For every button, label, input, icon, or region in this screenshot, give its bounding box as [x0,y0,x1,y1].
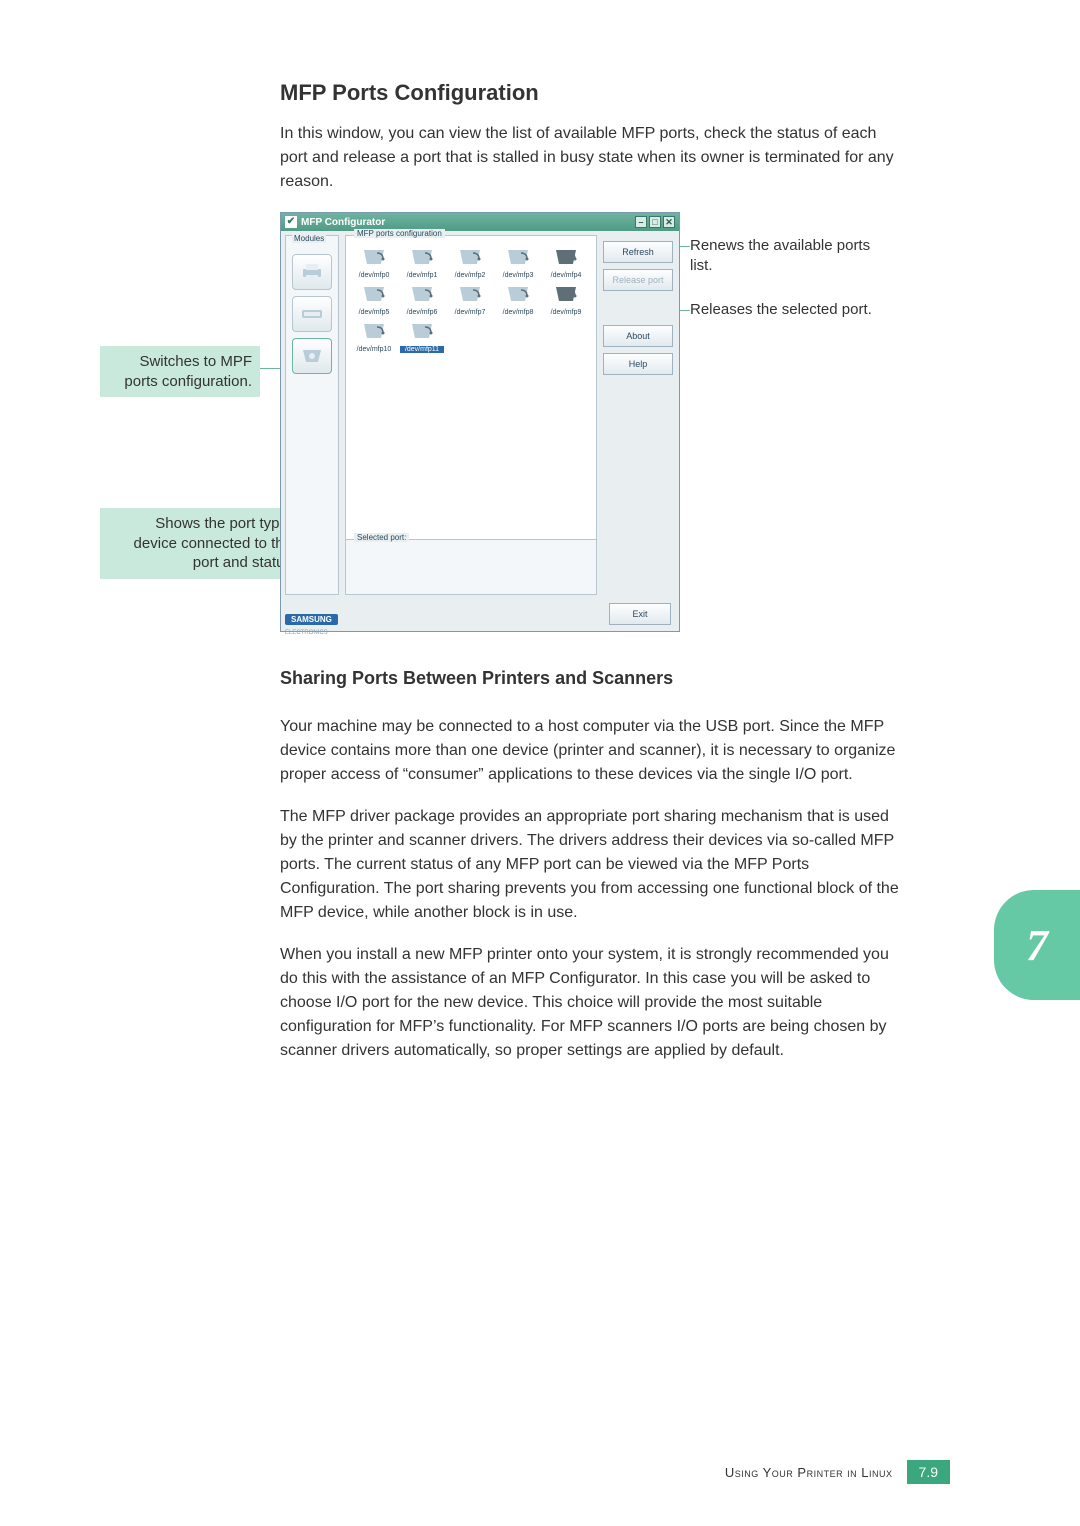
port-item[interactable]: /dev/mfp11 [400,320,444,353]
help-button[interactable]: Help [603,353,673,375]
port-icon [407,283,437,307]
figure-zone: Switches to MPF ports configuration. Sho… [100,212,880,642]
port-label: /dev/mfp1 [400,272,444,279]
port-icon [407,320,437,344]
port-item[interactable]: /dev/mfp1 [400,246,444,279]
paragraph-2: The MFP driver package provides an appro… [280,805,900,925]
paragraph-1: Your machine may be connected to a host … [280,715,900,787]
port-label: /dev/mfp0 [352,272,396,279]
footer-text: Using Your Printer in Linux [725,1465,893,1480]
port-icon [503,283,533,307]
port-label: /dev/mfp3 [496,272,540,279]
port-item[interactable]: /dev/mfp4 [544,246,588,279]
refresh-button[interactable]: Refresh [603,241,673,263]
intro-paragraph: In this window, you can view the list of… [280,122,900,194]
port-label: /dev/mfp6 [400,309,444,316]
modules-label: Modules [292,234,326,243]
chapter-tab: 7 [994,890,1080,1000]
mfp-configurator-window: ✔ MFP Configurator – □ ✕ Modules [280,212,680,632]
callout-release: Releases the selected port. [690,300,890,320]
port-icon [359,246,389,270]
module-ports-icon[interactable] [292,338,332,374]
selected-port-label: Selected port: [354,533,409,542]
about-button[interactable]: About [603,325,673,347]
port-item[interactable]: /dev/mfp9 [544,283,588,316]
port-icon [551,246,581,270]
brand-logo: SAMSUNG [285,614,338,625]
callout-port-type: Shows the port type, device connected to… [100,508,300,579]
port-label: /dev/mfp11 [400,346,444,353]
port-icon [503,246,533,270]
port-item[interactable]: /dev/mfp7 [448,283,492,316]
selected-port-box: Selected port: [345,539,597,595]
port-item[interactable]: /dev/mfp6 [400,283,444,316]
footer-page-number: 7.9 [907,1460,950,1484]
port-label: /dev/mfp7 [448,309,492,316]
modules-panel: Modules [285,235,339,595]
ports-icon [300,346,324,366]
port-icon [359,283,389,307]
scanner-icon [300,304,324,324]
port-item[interactable]: /dev/mfp8 [496,283,540,316]
window-title: MFP Configurator [301,217,385,228]
portsbox-label: MFP ports configuration [354,229,445,238]
titlebar-check-icon: ✔ [285,216,297,228]
callout-switches-to: Switches to MPF ports configuration. [100,346,260,397]
port-label: /dev/mfp8 [496,309,540,316]
printer-icon [300,262,324,282]
paragraph-3: When you install a new MFP printer onto … [280,943,900,1063]
port-item[interactable]: /dev/mfp3 [496,246,540,279]
close-button[interactable]: ✕ [663,216,675,228]
minimize-button[interactable]: – [635,216,647,228]
port-item[interactable]: /dev/mfp10 [352,320,396,353]
port-label: /dev/mfp10 [352,346,396,353]
port-label: /dev/mfp9 [544,309,588,316]
callout-refresh: Renews the available ports list. [690,236,890,275]
window-titlebar: ✔ MFP Configurator – □ ✕ [281,213,679,231]
port-label: /dev/mfp4 [544,272,588,279]
port-icon [455,283,485,307]
module-scanners-icon[interactable] [292,296,332,332]
port-item[interactable]: /dev/mfp0 [352,246,396,279]
section-title: MFP Ports Configuration [280,80,900,106]
port-icon [551,283,581,307]
subsection-title: Sharing Ports Between Printers and Scann… [280,668,900,689]
port-item[interactable]: /dev/mfp2 [448,246,492,279]
page-footer: Using Your Printer in Linux 7.9 [0,1460,950,1484]
port-icon [359,320,389,344]
port-icon [407,246,437,270]
module-printers-icon[interactable] [292,254,332,290]
release-port-button[interactable]: Release port [603,269,673,291]
port-label: /dev/mfp5 [352,309,396,316]
maximize-button[interactable]: □ [649,216,661,228]
port-icon [455,246,485,270]
brand-logo-sub: ELECTRONICS [285,630,328,636]
port-item[interactable]: /dev/mfp5 [352,283,396,316]
port-label: /dev/mfp2 [448,272,492,279]
exit-button[interactable]: Exit [609,603,671,625]
